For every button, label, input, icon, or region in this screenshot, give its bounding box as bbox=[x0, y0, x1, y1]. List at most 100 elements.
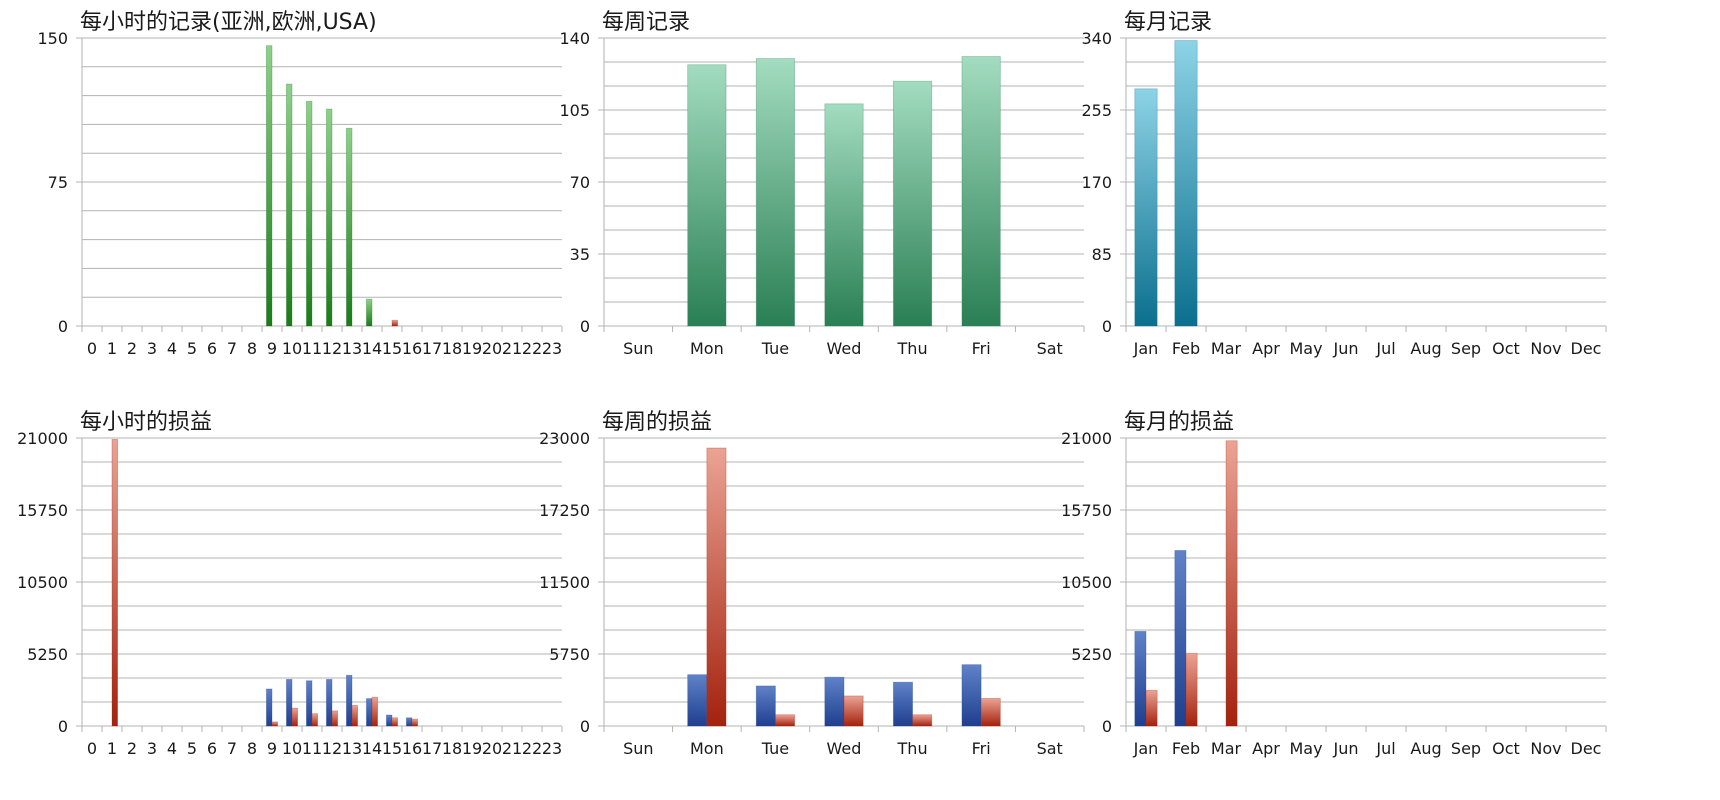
chart-title: 每月的损益 bbox=[1124, 410, 1235, 435]
x-tick-label: 12 bbox=[322, 339, 342, 358]
x-tick-label: Thu bbox=[897, 739, 928, 758]
chart-panel-weekly-records: 每周记录 0 35 70 105 140 Sun Mon Tue Wed Thu Fri Sat bbox=[522, 0, 1095, 400]
bar bbox=[411, 718, 418, 727]
monthly-pnl-chart: 0 5250 10500 15750 21000 Jan Feb Mar Apr May Jun Ju… bbox=[1061, 429, 1607, 758]
bar bbox=[365, 298, 373, 327]
x-tick-label: 16 bbox=[402, 739, 422, 758]
bar bbox=[271, 721, 278, 727]
x-tick-label: Feb bbox=[1172, 739, 1200, 758]
y-tick-label: 0 bbox=[1102, 717, 1112, 736]
y-tick-label: 70 bbox=[570, 173, 590, 192]
x-tick-label: 15 bbox=[382, 339, 402, 358]
bar bbox=[265, 688, 273, 727]
y-tick-label: 23000 bbox=[539, 429, 590, 448]
chart-title: 每周记录 bbox=[602, 10, 691, 35]
x-tick-label: 15 bbox=[382, 739, 402, 758]
x-tick-label: Nov bbox=[1530, 739, 1561, 758]
chart-title: 每周的损益 bbox=[602, 410, 713, 435]
x-tick-label: Wed bbox=[827, 739, 862, 758]
x-tick-label: May bbox=[1289, 739, 1322, 758]
monthly-records-chart: 0 85 170 255 340 Jan Feb Mar Apr May Jun Jul Aug Sep O… bbox=[1081, 29, 1607, 358]
weekly-pnl-chart: 0 5750 11500 17250 23000 Sun Mon Tue Wed Thu Fri Sa… bbox=[539, 429, 1085, 758]
x-tick-label: 20 bbox=[482, 739, 502, 758]
bar bbox=[111, 438, 118, 727]
y-tick-label: 75 bbox=[48, 173, 68, 192]
x-tick-label: Aug bbox=[1410, 739, 1441, 758]
bar bbox=[1185, 652, 1198, 727]
x-tick-label: 18 bbox=[442, 339, 462, 358]
bar bbox=[285, 83, 293, 327]
x-tick-label: Aug bbox=[1410, 339, 1441, 358]
chart-panel-monthly-records: 每月记录 0 85 170 255 340 Jan Feb Mar Apr May Jun Jul Au… bbox=[1044, 0, 1617, 400]
x-tick-label: 2 bbox=[127, 739, 137, 758]
y-tick-label: 0 bbox=[580, 317, 590, 336]
x-tick-label: Dec bbox=[1571, 339, 1602, 358]
x-tick-label: Jan bbox=[1133, 739, 1159, 758]
bar bbox=[325, 678, 333, 727]
y-tick-label: 5250 bbox=[27, 645, 68, 664]
x-tick-label: Thu bbox=[897, 339, 928, 358]
x-tick-label: 19 bbox=[462, 739, 482, 758]
x-tick-label: 10 bbox=[282, 339, 302, 358]
x-tick-label: Wed bbox=[827, 339, 862, 358]
x-tick-label: Jul bbox=[1375, 739, 1395, 758]
bar bbox=[385, 714, 393, 727]
bar bbox=[351, 705, 358, 727]
x-tick-label: Mon bbox=[690, 339, 724, 358]
y-tick-label: 15750 bbox=[1061, 501, 1112, 520]
bar bbox=[1134, 630, 1147, 727]
x-tick-label: Jul bbox=[1375, 339, 1395, 358]
x-tick-label: 3 bbox=[147, 739, 157, 758]
y-tick-label: 5750 bbox=[549, 645, 590, 664]
y-tick-label: 0 bbox=[58, 717, 68, 736]
x-tick-label: Mar bbox=[1211, 739, 1242, 758]
x-tick-label: 19 bbox=[462, 339, 482, 358]
bar bbox=[687, 64, 727, 327]
bar bbox=[325, 108, 333, 327]
x-tick-label: 8 bbox=[247, 339, 257, 358]
bar bbox=[345, 127, 353, 327]
x-tick-label: 22 bbox=[522, 339, 542, 358]
x-tick-label: Tue bbox=[761, 739, 789, 758]
x-tick-label: 14 bbox=[362, 339, 382, 358]
x-tick-label: Sat bbox=[1037, 339, 1063, 358]
chart-panel-monthly-pnl: 每月的损益 0 5250 10500 15750 21000 Jan Feb Mar Apr Ma… bbox=[1044, 400, 1617, 800]
bar bbox=[1225, 440, 1238, 727]
y-tick-label: 150 bbox=[37, 29, 68, 48]
y-tick-label: 21000 bbox=[1061, 429, 1112, 448]
x-tick-label: 1 bbox=[107, 739, 117, 758]
bar bbox=[291, 707, 298, 727]
x-tick-label: 14 bbox=[362, 739, 382, 758]
y-tick-label: 0 bbox=[1102, 317, 1112, 336]
bar bbox=[311, 713, 318, 727]
bar bbox=[961, 56, 1001, 327]
x-tick-label: 5 bbox=[187, 739, 197, 758]
bar bbox=[1174, 40, 1198, 327]
bar bbox=[1145, 689, 1158, 727]
y-tick-label: 17250 bbox=[539, 501, 590, 520]
bar bbox=[365, 698, 373, 727]
x-tick-label: Oct bbox=[1492, 339, 1520, 358]
bar bbox=[391, 319, 398, 327]
y-tick-label: 140 bbox=[559, 29, 590, 48]
y-tick-label: 0 bbox=[58, 317, 68, 336]
x-tick-label: 4 bbox=[167, 339, 177, 358]
chart-title: 每小时的记录(亚洲,欧洲,USA) bbox=[80, 10, 377, 35]
bar bbox=[961, 664, 982, 727]
x-tick-label: Jun bbox=[1333, 339, 1359, 358]
y-tick-label: 340 bbox=[1081, 29, 1112, 48]
x-tick-label: Mon bbox=[690, 739, 724, 758]
y-tick-label: 10500 bbox=[17, 573, 68, 592]
chart-title: 每月记录 bbox=[1124, 10, 1213, 35]
x-tick-label: 0 bbox=[87, 339, 97, 358]
x-tick-label: May bbox=[1289, 339, 1322, 358]
chart-panel-hourly-records: 每小时的记录(亚洲,欧洲,USA) 0 75 150 0 1 2 3 4 5 6 7 8 9 10 11 12… bbox=[0, 0, 573, 400]
bar bbox=[824, 676, 845, 727]
x-tick-label: Apr bbox=[1252, 339, 1280, 358]
y-tick-label: 170 bbox=[1081, 173, 1112, 192]
y-tick-label: 85 bbox=[1092, 245, 1112, 264]
x-tick-label: 5 bbox=[187, 339, 197, 358]
x-tick-label: Oct bbox=[1492, 739, 1520, 758]
